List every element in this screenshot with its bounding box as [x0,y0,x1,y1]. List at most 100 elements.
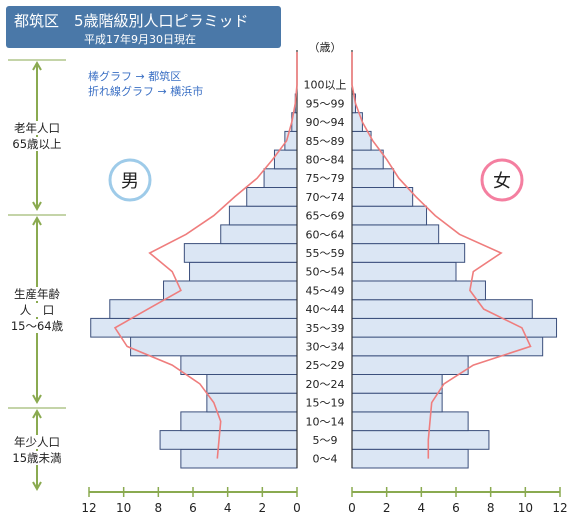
male-x-tick-label-3: 6 [189,501,197,515]
section-label-bg-0-0 [13,121,61,135]
chart-title: 都筑区 5歳階級別人口ピラミッド [14,12,249,30]
age-label-6: 30～34 [306,340,345,353]
male-bar-14 [246,187,298,207]
male-bar-13 [228,205,298,226]
section-label-bg-2-0 [13,435,61,449]
male-x-tick-label-0: 12 [81,501,96,515]
age-label-14: 70～74 [306,191,345,204]
age-label-20: 100以上 [304,79,347,92]
female-bar-7 [351,317,558,338]
male-x-tick-label-1: 10 [116,501,131,515]
female-bar-2 [351,411,469,432]
female-label: 女 [493,171,511,192]
male-bar-9 [163,280,298,301]
legend-entry-0: 棒グラフ → 都筑区 [88,69,181,83]
age-unit-label: （歳） [309,41,342,54]
yokohama-female-line [351,52,532,459]
female-bar-12 [351,224,440,245]
section-arrow-down-1 [32,394,42,405]
female-bar-13 [351,205,428,226]
age-label-17: 85～89 [306,135,345,148]
male-bar-0 [180,448,298,469]
legend-entry-1: 折れ線グラフ → 横浜市 [88,84,203,98]
female-bar-6 [351,336,544,357]
age-label-10: 50～54 [306,266,345,279]
age-label-11: 55～59 [306,247,345,260]
male-x-tick-label-6: 0 [293,501,301,515]
male-circle [108,158,152,202]
female-x-tick-label-4: 8 [487,501,495,515]
yokohama-male-line [113,52,298,459]
female-bar-16 [351,149,384,170]
age-label-18: 90～94 [306,116,345,129]
female-bar-8 [351,299,533,319]
female-x-tick-label-2: 4 [418,501,426,515]
male-bar-5 [180,355,298,375]
female-bar-15 [351,168,395,189]
section-label-0-0: 老年人口 [14,121,60,135]
age-label-2: 10～14 [306,415,345,428]
female-x-tick-label-6: 12 [552,501,567,515]
male-label: 男 [121,171,139,192]
age-label-15: 75～79 [306,172,345,185]
section-label-bg-1-0 [13,287,62,301]
section-label-1-2: 15～64歳 [11,319,64,333]
age-label-12: 60～64 [306,228,345,241]
female-bar-5 [351,355,469,375]
age-label-19: 95～99 [306,97,345,110]
age-label-13: 65～69 [306,210,345,223]
age-label-8: 40～44 [306,303,345,316]
section-arrow-up-0 [32,60,42,71]
section-arrow-down-0 [32,201,42,212]
section-label-bg-0-1 [11,137,63,151]
age-label-4: 20～24 [306,378,345,391]
male-x-tick-label-2: 8 [155,501,163,515]
section-label-2-0: 年少人口 [14,435,60,449]
chart-subtitle: 平成17年9月30日現在 [84,33,196,46]
age-label-1: 5～9 [313,434,338,447]
female-x-tick-label-3: 6 [452,501,460,515]
section-arrow-down-2 [32,481,42,492]
age-label-16: 80～84 [306,153,345,166]
section-label-1-0: 生産年齢 [14,287,60,301]
age-label-0: 0～4 [313,453,338,466]
female-bar-18 [351,112,363,132]
section-label-0-1: 65歳以上 [12,137,61,151]
female-bar-4 [351,374,443,394]
section-label-bg-2-1 [11,451,63,465]
age-label-3: 15～19 [306,397,345,410]
female-bar-1 [351,430,490,450]
female-bar-17 [351,130,372,151]
female-bar-11 [351,243,466,263]
section-label-bg-1-1 [18,303,56,317]
male-bar-15 [263,168,298,189]
male-bar-4 [206,374,298,394]
male-x-tick-label-5: 2 [259,501,267,515]
male-bar-2 [180,411,298,432]
female-x-tick-label-0: 0 [348,501,356,515]
male-bar-3 [206,392,298,413]
female-bar-10 [351,261,457,282]
section-arrow-up-2 [32,408,42,419]
age-label-7: 35～39 [306,322,345,335]
female-bar-3 [351,392,443,413]
female-bar-14 [351,187,414,207]
age-label-9: 45～49 [306,284,345,297]
male-bar-12 [220,224,298,245]
male-x-tick-label-4: 4 [224,501,232,515]
female-x-tick-label-5: 10 [518,501,533,515]
female-bar-9 [351,280,486,301]
female-x-tick-label-1: 2 [383,501,391,515]
section-label-bg-1-2 [9,319,65,333]
male-bar-1 [159,430,298,450]
female-circle [480,158,524,202]
male-bar-11 [183,243,298,263]
female-bar-0 [351,448,469,469]
male-bar-6 [130,336,298,357]
age-label-5: 25～29 [306,359,345,372]
title-box: 都筑区 5歳階級別人口ピラミッド 平成17年9月30日現在 [6,6,281,48]
section-label-1-1: 人 口 [20,303,55,317]
section-arrow-up-1 [32,215,42,226]
section-label-2-1: 15歳未満 [12,451,61,465]
